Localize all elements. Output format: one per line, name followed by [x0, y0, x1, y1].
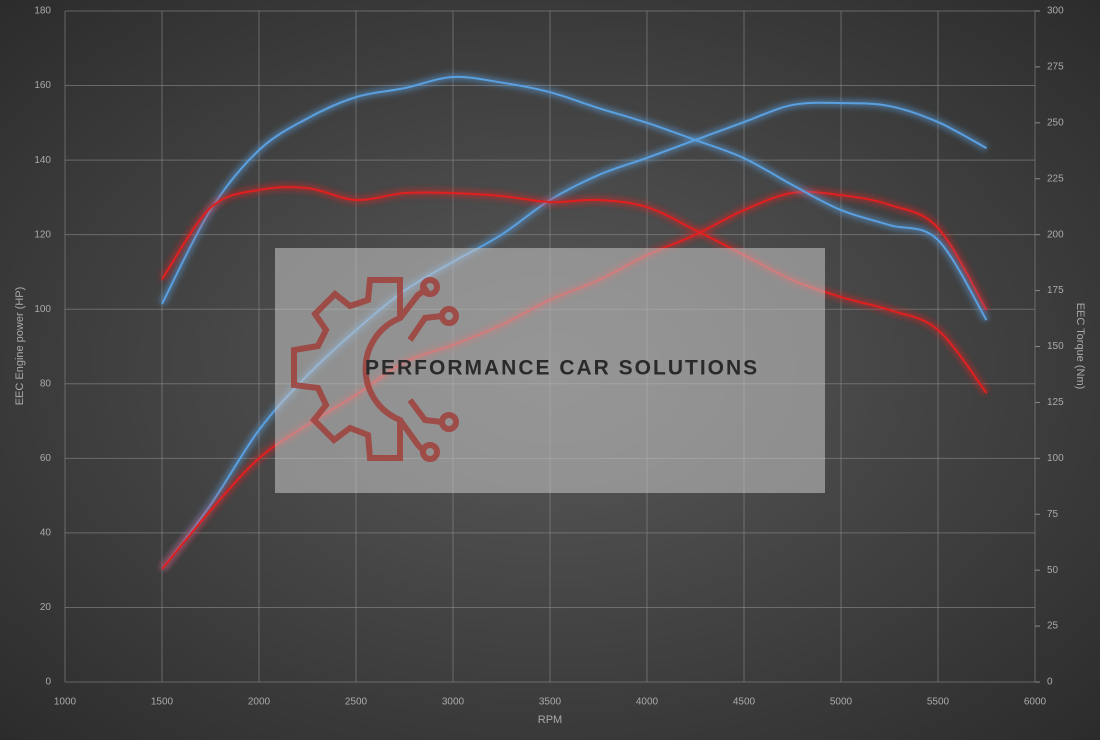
x-tick-label: 2000: [248, 697, 271, 708]
y2-axis-label: EEC Torque (Nm): [1074, 303, 1086, 390]
y-tick-label: 60: [40, 453, 52, 464]
watermark-box: PERFORMANCE CAR SOLUTIONS: [275, 248, 825, 493]
y2-tick-label: 300: [1047, 6, 1064, 17]
x-tick-label: 2500: [345, 697, 368, 708]
x-axis-label: RPM: [538, 714, 562, 726]
y-tick-label: 120: [34, 229, 51, 240]
line: [161, 75, 988, 321]
line: [161, 186, 988, 394]
x-tick-label: 3000: [442, 697, 465, 708]
y2-tick-label: 100: [1047, 453, 1064, 464]
y2-tick-label: 25: [1047, 621, 1059, 632]
x-tick-label: 5000: [830, 697, 853, 708]
y2-tick-label: 275: [1047, 62, 1064, 73]
x-tick-label: 1500: [151, 697, 174, 708]
y-tick-label: 180: [34, 6, 51, 17]
y-tick-label: 100: [34, 304, 51, 315]
y-tick-label: 40: [40, 528, 52, 539]
x-tick-label: 1000: [54, 697, 77, 708]
y2-tick-label: 0: [1047, 677, 1053, 688]
y2-tick-label: 125: [1047, 397, 1064, 408]
y2-tick-label: 150: [1047, 341, 1064, 352]
watermark-text: PERFORMANCE CAR SOLUTIONS: [365, 357, 759, 380]
y2-tick-label: 175: [1047, 285, 1064, 296]
y2-tick-label: 50: [1047, 565, 1059, 576]
x-tick-label: 4000: [636, 697, 659, 708]
y-tick-label: 20: [40, 602, 52, 613]
y2-tick-label: 250: [1047, 117, 1064, 128]
y2-tick-label: 75: [1047, 509, 1059, 520]
x-tick-label: 3500: [539, 697, 562, 708]
x-tick-label: 4500: [733, 697, 756, 708]
logo: [291, 277, 459, 462]
y-tick-label: 80: [40, 378, 52, 389]
y-tick-label: 0: [45, 677, 51, 688]
x-tick-label: 5500: [927, 697, 950, 708]
y-tick-label: 160: [34, 80, 51, 91]
y2-tick-label: 200: [1047, 229, 1064, 240]
y-tick-label: 140: [34, 155, 51, 166]
y-axis-label: EEC Engine power (HP): [14, 287, 26, 406]
y2-tick-label: 225: [1047, 173, 1064, 184]
x-tick-label: 6000: [1024, 697, 1047, 708]
